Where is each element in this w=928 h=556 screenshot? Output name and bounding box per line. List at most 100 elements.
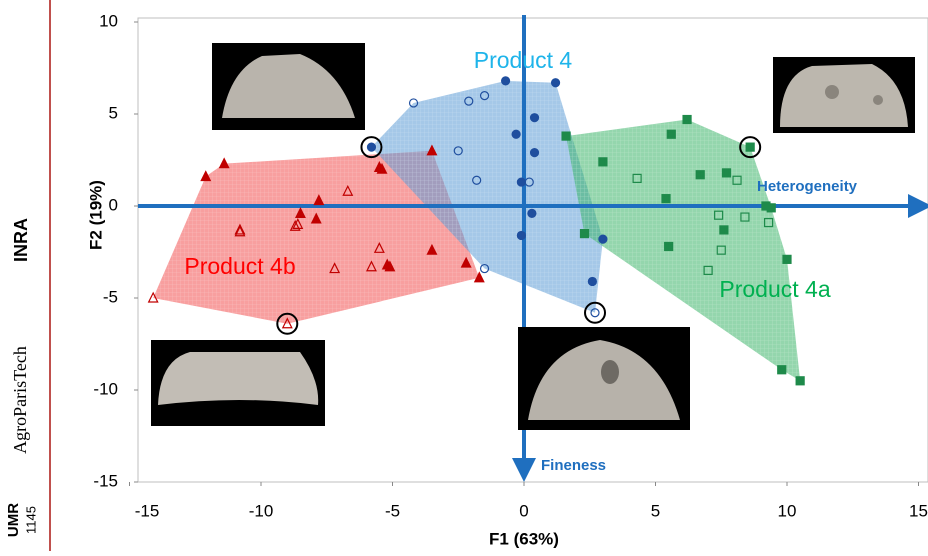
photo — [212, 43, 365, 130]
point — [590, 308, 600, 318]
point — [740, 212, 750, 222]
hull-hatch — [371, 80, 603, 313]
point — [664, 241, 674, 252]
point — [682, 114, 692, 125]
point — [703, 265, 713, 275]
point — [516, 177, 526, 187]
photo — [518, 327, 690, 430]
highlight-ring — [276, 312, 299, 335]
point — [661, 194, 671, 204]
point — [479, 263, 490, 274]
point — [777, 365, 787, 375]
highlight-ring — [584, 301, 607, 324]
point — [598, 234, 608, 244]
point — [714, 210, 724, 220]
point — [426, 243, 438, 255]
point — [598, 157, 608, 167]
x-axis-title: F1 (63%) — [489, 529, 559, 548]
point — [527, 208, 537, 218]
point — [529, 113, 540, 123]
point — [524, 177, 534, 187]
x-tick-label: -5 — [385, 501, 400, 520]
point — [218, 157, 230, 169]
point — [366, 142, 377, 152]
y-axis-title: F2 (19%) — [86, 180, 105, 250]
point — [695, 170, 705, 180]
axis-annotation: Fineness — [541, 457, 606, 474]
x-tick-label: 0 — [519, 501, 528, 520]
point — [529, 148, 540, 158]
point — [453, 146, 463, 156]
point — [289, 219, 301, 231]
point — [716, 245, 726, 255]
highlight-ring — [739, 136, 762, 159]
point — [795, 376, 805, 386]
point — [782, 254, 792, 264]
x-tick-label: 5 — [651, 501, 660, 520]
series-label: Product 4a — [719, 276, 830, 302]
y-tick-label: 10 — [99, 11, 118, 30]
point — [632, 173, 642, 183]
point — [473, 271, 485, 283]
photo — [151, 340, 325, 426]
point — [479, 90, 490, 101]
axis-annotation: Heterogeneity — [757, 178, 858, 195]
highlight-ring — [360, 136, 383, 159]
series-label: Product 4 — [474, 47, 573, 73]
y-tick-label: -15 — [93, 471, 118, 490]
y-tick-label: -10 — [93, 379, 118, 398]
point — [408, 98, 419, 108]
y-tick-label: 5 — [109, 103, 118, 122]
point — [472, 175, 482, 185]
point — [587, 276, 597, 287]
point — [761, 201, 771, 211]
y-tick-label: -5 — [103, 287, 118, 306]
point — [511, 129, 521, 139]
plot: -15 -10 -5 0 5 10 15 -15 -10 -5 0 5 10 F1 (63%) F2 (19… — [86, 11, 928, 548]
point — [745, 142, 755, 152]
point — [500, 76, 511, 86]
point — [200, 170, 212, 182]
point — [365, 260, 377, 272]
x-tick-label: -15 — [135, 501, 160, 520]
school-logo: AgroParisTech — [10, 346, 30, 454]
point — [550, 78, 561, 88]
point — [426, 144, 438, 156]
lab-number: 1145 — [23, 506, 38, 534]
x-tick-label: 10 — [778, 501, 797, 520]
x-tick-label: -10 — [249, 501, 274, 520]
point — [329, 262, 341, 274]
point — [234, 225, 246, 237]
point — [294, 207, 306, 218]
y-tick-label: 0 — [109, 195, 118, 214]
point — [310, 212, 322, 224]
x-tick-label: 15 — [909, 501, 928, 520]
point — [460, 256, 472, 268]
point — [763, 217, 774, 228]
point — [281, 317, 293, 329]
hull-hatch — [566, 119, 801, 381]
sidebar: UMR 1145 AgroParisTech INRA — [5, 0, 51, 551]
point — [561, 131, 571, 141]
hull-hatch — [153, 150, 480, 324]
point — [719, 225, 729, 235]
point — [464, 96, 474, 106]
point — [376, 162, 388, 174]
point — [342, 184, 354, 196]
point — [373, 241, 385, 253]
series-label: Product 4b — [184, 253, 295, 279]
plot-frame — [137, 17, 928, 483]
point — [292, 218, 304, 229]
photo — [773, 57, 915, 133]
lab-label: UMR — [5, 503, 22, 537]
point — [579, 229, 590, 239]
point — [666, 129, 676, 139]
point — [516, 230, 526, 241]
point — [721, 168, 732, 178]
point — [147, 291, 159, 303]
point — [384, 260, 396, 272]
point — [234, 223, 246, 235]
point — [732, 175, 742, 185]
